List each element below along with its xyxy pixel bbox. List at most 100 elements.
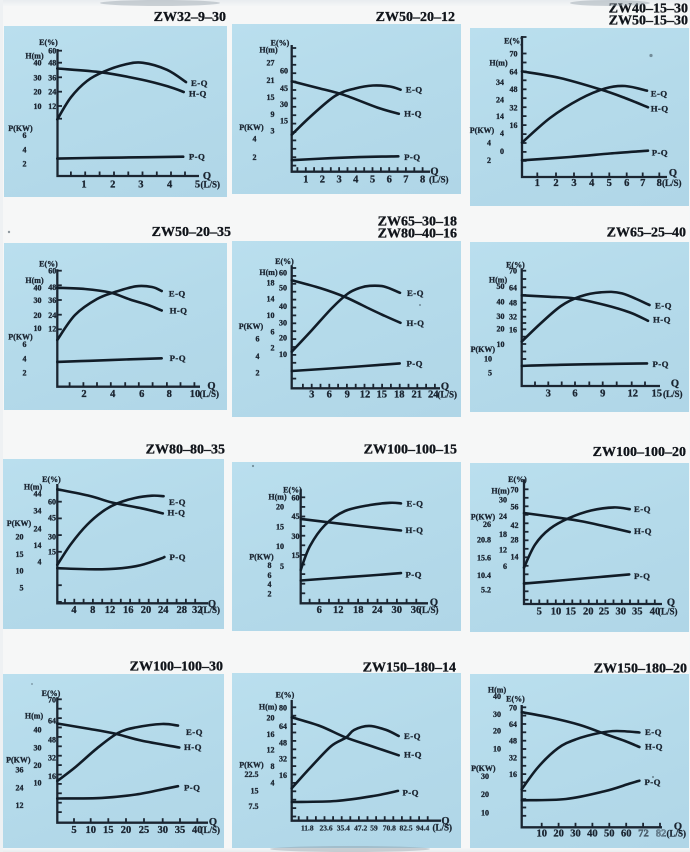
svg-text:H-Q: H-Q xyxy=(653,315,671,325)
svg-text:56: 56 xyxy=(511,503,519,512)
svg-text:3: 3 xyxy=(336,175,341,186)
svg-text:ZW150–180–20: ZW150–180–20 xyxy=(594,662,687,677)
svg-text:4: 4 xyxy=(271,779,275,788)
svg-text:2: 2 xyxy=(271,344,275,353)
svg-text:H(m): H(m) xyxy=(489,59,508,68)
svg-text:10: 10 xyxy=(493,744,501,753)
svg-text:ZW80–40–16: ZW80–40–16 xyxy=(378,227,457,242)
svg-text:P(KW): P(KW) xyxy=(8,333,33,342)
svg-text:P(KW): P(KW) xyxy=(471,764,496,773)
svg-text:30: 30 xyxy=(34,743,42,752)
svg-text:P-Q: P-Q xyxy=(407,359,423,369)
svg-text:30: 30 xyxy=(34,73,42,82)
svg-text:48: 48 xyxy=(279,739,287,748)
svg-text:8: 8 xyxy=(167,389,172,400)
svg-text:5: 5 xyxy=(370,175,375,186)
svg-text:24: 24 xyxy=(48,88,56,97)
svg-text:4: 4 xyxy=(23,145,27,154)
svg-text:(L/S): (L/S) xyxy=(438,390,458,400)
svg-text:6: 6 xyxy=(327,390,332,401)
svg-text:20: 20 xyxy=(279,333,287,342)
svg-text:8: 8 xyxy=(90,605,95,616)
svg-text:Q: Q xyxy=(207,381,215,392)
svg-text:32: 32 xyxy=(279,754,287,763)
svg-text:10: 10 xyxy=(279,350,287,359)
svg-text:20: 20 xyxy=(34,88,42,97)
svg-text:(L/S): (L/S) xyxy=(663,389,683,399)
svg-text:48: 48 xyxy=(510,85,518,94)
svg-text:Q: Q xyxy=(671,379,679,390)
svg-text:H-Q: H-Q xyxy=(645,742,663,752)
svg-text:36: 36 xyxy=(48,296,56,305)
svg-text:H-Q: H-Q xyxy=(406,525,424,535)
svg-text:0: 0 xyxy=(500,147,504,156)
svg-text:2: 2 xyxy=(23,159,27,168)
svg-text:16: 16 xyxy=(509,770,517,779)
svg-text:H(m): H(m) xyxy=(25,52,44,61)
svg-text:24: 24 xyxy=(499,512,507,521)
svg-text:18: 18 xyxy=(394,390,405,401)
svg-text:10: 10 xyxy=(276,542,284,551)
svg-text:2: 2 xyxy=(23,369,27,378)
svg-text:16: 16 xyxy=(279,771,287,780)
svg-text:20: 20 xyxy=(481,790,489,799)
svg-text:9: 9 xyxy=(600,389,605,400)
svg-text:H(m): H(m) xyxy=(25,712,44,721)
svg-text:4: 4 xyxy=(500,129,504,138)
svg-text:10: 10 xyxy=(34,324,42,333)
svg-text:45: 45 xyxy=(280,84,288,93)
svg-text:24: 24 xyxy=(496,96,504,105)
svg-text:25: 25 xyxy=(139,825,150,836)
svg-text:Q: Q xyxy=(208,599,216,610)
svg-text:40: 40 xyxy=(493,692,501,701)
svg-text:H-Q: H-Q xyxy=(170,306,188,316)
svg-text:5: 5 xyxy=(280,562,284,571)
svg-text:2: 2 xyxy=(253,153,257,162)
svg-text:P(KW): P(KW) xyxy=(471,345,496,354)
svg-text:16: 16 xyxy=(48,772,56,781)
svg-text:E(%): E(%) xyxy=(39,38,58,47)
svg-text:48: 48 xyxy=(48,283,56,292)
svg-text:24: 24 xyxy=(16,783,24,792)
svg-text:70: 70 xyxy=(509,703,517,712)
svg-text:50: 50 xyxy=(604,829,615,840)
svg-text:80: 80 xyxy=(279,703,287,712)
svg-text:44: 44 xyxy=(34,489,42,498)
svg-text:(L/S): (L/S) xyxy=(201,180,221,190)
svg-text:3: 3 xyxy=(309,390,314,401)
svg-text:ZW50–15–30: ZW50–15–30 xyxy=(609,14,688,29)
svg-text:P-Q: P-Q xyxy=(653,359,669,369)
svg-text:30: 30 xyxy=(570,829,581,840)
svg-text:24: 24 xyxy=(48,311,56,320)
svg-text:18: 18 xyxy=(267,279,275,288)
svg-text:Q: Q xyxy=(667,598,675,609)
svg-text:6: 6 xyxy=(256,334,260,343)
svg-text:48: 48 xyxy=(509,299,517,308)
svg-text:Q: Q xyxy=(674,822,682,833)
svg-text:82.5: 82.5 xyxy=(399,824,412,833)
svg-text:15: 15 xyxy=(376,390,387,401)
svg-text:2: 2 xyxy=(81,389,86,400)
svg-text:26: 26 xyxy=(483,520,491,529)
svg-text:7: 7 xyxy=(640,178,645,189)
svg-text:12: 12 xyxy=(105,605,116,616)
svg-text:30: 30 xyxy=(499,495,507,504)
svg-text:ZW100–100–30: ZW100–100–30 xyxy=(130,660,223,675)
svg-text:15: 15 xyxy=(651,389,662,400)
svg-text:H-Q: H-Q xyxy=(634,526,652,536)
svg-text:72: 72 xyxy=(638,829,649,840)
svg-text:60: 60 xyxy=(279,269,287,278)
svg-text:6: 6 xyxy=(572,389,577,400)
svg-text:5: 5 xyxy=(488,369,492,378)
svg-text:P(KW): P(KW) xyxy=(471,512,496,521)
svg-text:2: 2 xyxy=(320,175,325,186)
svg-text:ZW80–80–35: ZW80–80–35 xyxy=(146,443,225,458)
svg-text:H-Q: H-Q xyxy=(404,109,422,119)
svg-text:45: 45 xyxy=(48,513,56,522)
svg-text:2: 2 xyxy=(110,180,115,191)
svg-text:20: 20 xyxy=(553,829,564,840)
svg-text:24: 24 xyxy=(372,605,383,616)
svg-text:6: 6 xyxy=(387,175,392,186)
svg-text:Q: Q xyxy=(430,167,438,178)
svg-text:2: 2 xyxy=(553,178,558,189)
